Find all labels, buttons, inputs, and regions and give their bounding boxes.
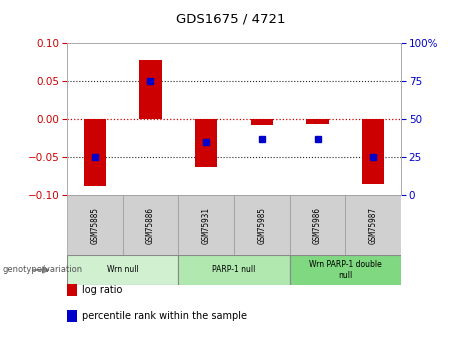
Text: GSM75986: GSM75986 — [313, 207, 322, 244]
Text: PARP-1 null: PARP-1 null — [212, 265, 256, 275]
Bar — [67, 195, 123, 255]
Text: log ratio: log ratio — [82, 285, 122, 295]
Text: GDS1675 / 4721: GDS1675 / 4721 — [176, 12, 285, 25]
Text: genotype/variation: genotype/variation — [2, 265, 83, 275]
Bar — [123, 195, 178, 255]
Text: percentile rank within the sample: percentile rank within the sample — [82, 311, 247, 321]
Bar — [178, 195, 234, 255]
Bar — [83, 119, 106, 186]
Bar — [290, 195, 345, 255]
Text: Wrn null: Wrn null — [106, 265, 138, 275]
Bar — [307, 119, 329, 124]
Text: GSM75987: GSM75987 — [369, 207, 378, 244]
Text: GSM75885: GSM75885 — [90, 207, 99, 244]
Text: GSM75985: GSM75985 — [257, 207, 266, 244]
Bar — [251, 119, 273, 125]
Bar — [362, 119, 384, 184]
Bar — [345, 195, 401, 255]
Text: Wrn PARP-1 double
null: Wrn PARP-1 double null — [309, 260, 382, 280]
Bar — [67, 255, 178, 285]
Text: GSM75886: GSM75886 — [146, 207, 155, 244]
Bar — [234, 195, 290, 255]
Bar — [290, 255, 401, 285]
Bar — [195, 119, 217, 167]
Bar — [178, 255, 290, 285]
Bar — [139, 60, 161, 119]
Text: GSM75931: GSM75931 — [201, 207, 211, 244]
